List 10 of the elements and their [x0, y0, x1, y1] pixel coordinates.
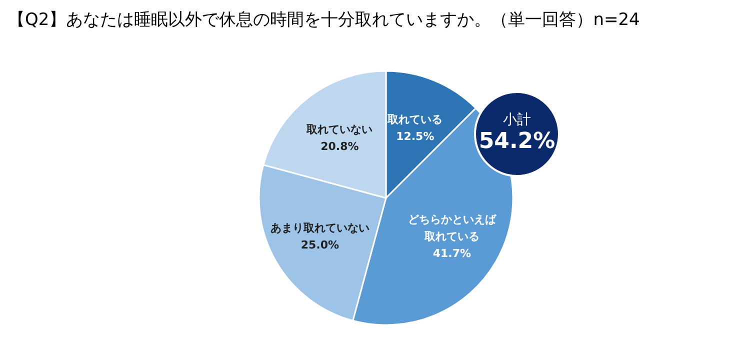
data-label: 41.7% — [432, 247, 472, 260]
chart-title: 【Q2】あなたは睡眠以外で休息の時間を十分取れていますか。（単一回答）n=24 — [8, 9, 640, 31]
slice-label: 取れている — [386, 113, 443, 126]
data-label: 20.8% — [320, 140, 359, 153]
slice-label: どちらかといえば取れている — [408, 213, 497, 244]
data-label: 25.0% — [300, 238, 340, 252]
circle-badge: 小計 54.2% — [474, 91, 560, 177]
slice-label: 取れていない — [306, 123, 373, 136]
data-label: 12.5% — [396, 130, 434, 144]
slice-label: あまり取れていない — [270, 221, 370, 234]
